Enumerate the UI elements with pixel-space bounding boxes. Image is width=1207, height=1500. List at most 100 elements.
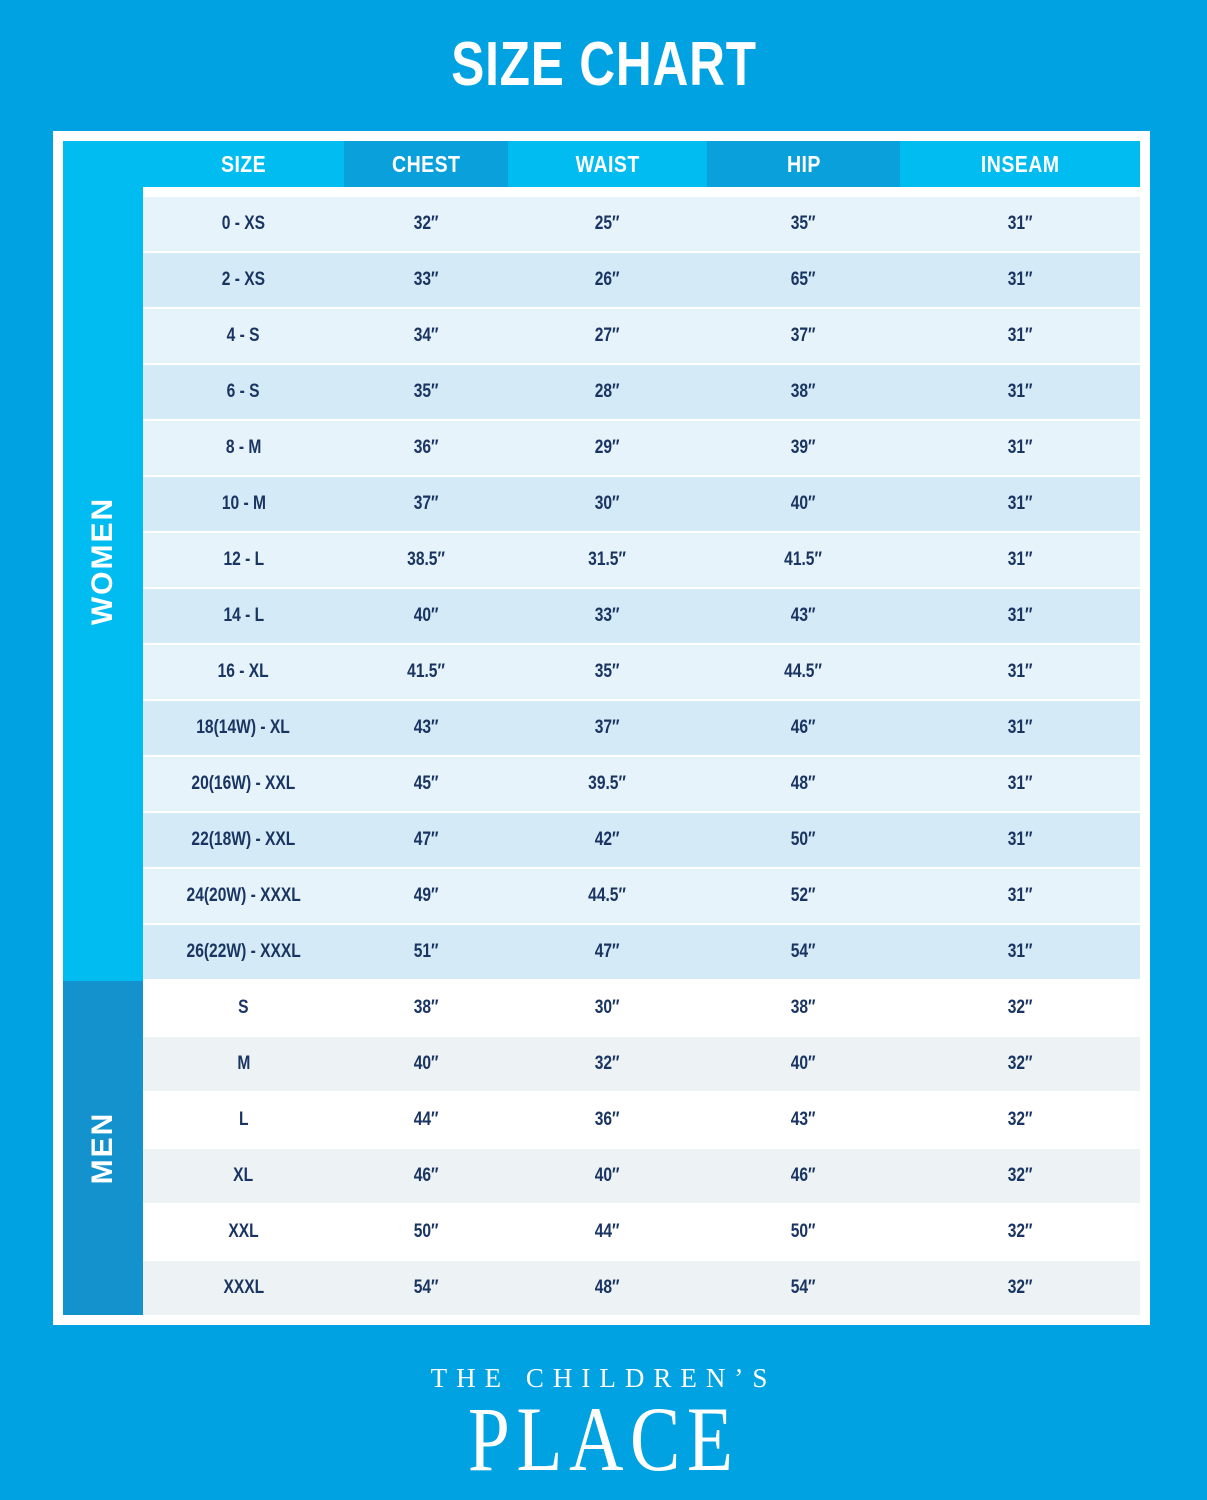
table-cell-inseam: 32″ xyxy=(1007,997,1033,1018)
table-cell-waist: 33″ xyxy=(595,605,620,626)
table-cell-hip: 50″ xyxy=(791,1221,816,1242)
table-row: 16 - XL 41.5″ 35″ 44.5″ 31″ xyxy=(143,645,1140,699)
table-row: XXXL 54″ 48″ 54″ 32″ xyxy=(143,1261,1140,1315)
table-cell-hip: 52″ xyxy=(791,885,816,906)
table-cell-inseam: 32″ xyxy=(1007,1221,1033,1242)
table-cell-chest: 47″ xyxy=(413,829,439,850)
table-cell-size: 4 - S xyxy=(227,325,260,346)
table-cell-waist: 37″ xyxy=(595,717,620,738)
table-cell-chest: 49″ xyxy=(413,885,439,906)
table-cell-inseam: 31″ xyxy=(1007,941,1033,962)
table-cell-waist: 39.5″ xyxy=(588,773,627,794)
table-cell-waist: 25″ xyxy=(595,213,620,234)
table-cell-hip: 48″ xyxy=(791,773,816,794)
table-cell-size: M xyxy=(237,1053,250,1074)
table-cell-size: 24(20W) - XXXL xyxy=(186,885,301,906)
table-cell-size: 6 - S xyxy=(227,381,260,402)
table-cell-chest: 46″ xyxy=(413,1165,439,1186)
table-cell-chest: 51″ xyxy=(413,941,439,962)
women-section-label: WOMEN xyxy=(86,496,119,626)
table-cell-size: 14 - L xyxy=(223,605,264,626)
table-cell-chest: 38″ xyxy=(413,997,439,1018)
table-cell-waist: 31.5″ xyxy=(588,549,627,570)
table-row: L 44″ 36″ 43″ 32″ xyxy=(143,1093,1140,1147)
page-title: SIZE CHART xyxy=(450,30,757,99)
table-cell-size: XXL xyxy=(228,1221,259,1242)
table-cell-inseam: 31″ xyxy=(1007,269,1033,290)
table-cell-waist: 29″ xyxy=(595,437,620,458)
women-section-strip: WOMEN xyxy=(63,141,143,981)
table-cell-inseam: 31″ xyxy=(1007,717,1033,738)
table-cell-inseam: 32″ xyxy=(1007,1053,1033,1074)
table-row: 22(18W) - XXL 47″ 42″ 50″ 31″ xyxy=(143,813,1140,867)
table-cell-hip: 43″ xyxy=(791,605,816,626)
table-cell-chest: 44″ xyxy=(413,1109,439,1130)
table-body: 0 - XS 32″ 25″ 35″ 31″ 2 - XS 33″ 26″ 65… xyxy=(143,197,1140,1315)
table-cell-inseam: 31″ xyxy=(1007,661,1033,682)
table-cell-waist: 44.5″ xyxy=(588,885,627,906)
table-cell-waist: 36″ xyxy=(595,1109,620,1130)
table-cell-size: XL xyxy=(233,1165,254,1186)
table-cell-hip: 50″ xyxy=(791,829,816,850)
table-cell-chest: 34″ xyxy=(413,325,439,346)
table-cell-waist: 26″ xyxy=(595,269,620,290)
table-cell-size: XXXL xyxy=(223,1277,264,1298)
table-row: XXL 50″ 44″ 50″ 32″ xyxy=(143,1205,1140,1259)
table-cell-inseam: 31″ xyxy=(1007,325,1033,346)
brand-logo-main-line: PLACE xyxy=(467,1388,740,1491)
table-row: 10 - M 37″ 30″ 40″ 31″ xyxy=(143,477,1140,531)
table-cell-hip: 46″ xyxy=(791,717,816,738)
table-cell-hip: 38″ xyxy=(791,997,816,1018)
header-chest: CHEST xyxy=(344,141,508,187)
table-row: 20(16W) - XXL 45″ 39.5″ 48″ 31″ xyxy=(143,757,1140,811)
table-cell-inseam: 32″ xyxy=(1007,1165,1033,1186)
table-cell-inseam: 32″ xyxy=(1007,1277,1033,1298)
table-cell-size: 12 - L xyxy=(223,549,264,570)
table-cell-size: 22(18W) - XXL xyxy=(191,829,296,850)
table-cell-waist: 42″ xyxy=(595,829,620,850)
table-row: 4 - S 34″ 27″ 37″ 31″ xyxy=(143,309,1140,363)
table-cell-hip: 37″ xyxy=(791,325,816,346)
table-cell-waist: 28″ xyxy=(595,381,620,402)
table-cell-hip: 40″ xyxy=(791,1053,816,1074)
table-cell-waist: 40″ xyxy=(595,1165,620,1186)
table-cell-inseam: 31″ xyxy=(1007,437,1033,458)
table-cell-size: 18(14W) - XL xyxy=(196,717,291,738)
table-cell-size: L xyxy=(238,1109,249,1130)
table-cell-size: 0 - XS xyxy=(221,213,266,234)
men-section-label: MEN xyxy=(86,1111,119,1185)
table-cell-size: 16 - XL xyxy=(217,661,270,682)
table-row: 24(20W) - XXXL 49″ 44.5″ 52″ 31″ xyxy=(143,869,1140,923)
table-cell-chest: 32″ xyxy=(413,213,439,234)
table-cell-chest: 37″ xyxy=(413,493,439,514)
table-cell-waist: 35″ xyxy=(595,661,620,682)
table-cell-inseam: 31″ xyxy=(1007,885,1033,906)
table-row: S 38″ 30″ 38″ 32″ xyxy=(143,981,1140,1035)
table-row: 8 - M 36″ 29″ 39″ 31″ xyxy=(143,421,1140,475)
table-cell-chest: 41.5″ xyxy=(407,661,445,682)
table-row: 0 - XS 32″ 25″ 35″ 31″ xyxy=(143,197,1140,251)
header-waist: WAIST xyxy=(508,141,707,187)
table-cell-chest: 38.5″ xyxy=(407,549,445,570)
table-cell-hip: 46″ xyxy=(791,1165,816,1186)
table-cell-chest: 36″ xyxy=(413,437,439,458)
table-frame: WOMEN MEN SIZE CHEST WAIST HIP INSEAM 0 … xyxy=(53,131,1150,1325)
table-cell-chest: 43″ xyxy=(413,717,439,738)
brand-logo: THE CHILDREN’S PLACE xyxy=(0,1362,1207,1491)
table-cell-hip: 35″ xyxy=(791,213,816,234)
table-cell-chest: 54″ xyxy=(413,1277,439,1298)
brand-logo-top-line: THE CHILDREN’S xyxy=(430,1363,777,1393)
table-row: M 40″ 32″ 40″ 32″ xyxy=(143,1037,1140,1091)
table-cell-chest: 50″ xyxy=(413,1221,439,1242)
table-row: XL 46″ 40″ 46″ 32″ xyxy=(143,1149,1140,1203)
table-cell-inseam: 31″ xyxy=(1007,605,1033,626)
table-cell-waist: 47″ xyxy=(595,941,620,962)
table-cell-inseam: 31″ xyxy=(1007,549,1033,570)
table-row: 18(14W) - XL 43″ 37″ 46″ 31″ xyxy=(143,701,1140,755)
table-cell-waist: 30″ xyxy=(595,493,620,514)
table-cell-size: S xyxy=(238,997,249,1018)
table-cell-hip: 41.5″ xyxy=(784,549,823,570)
table-cell-inseam: 31″ xyxy=(1007,381,1033,402)
table-cell-hip: 65″ xyxy=(791,269,816,290)
table-cell-inseam: 31″ xyxy=(1007,493,1033,514)
